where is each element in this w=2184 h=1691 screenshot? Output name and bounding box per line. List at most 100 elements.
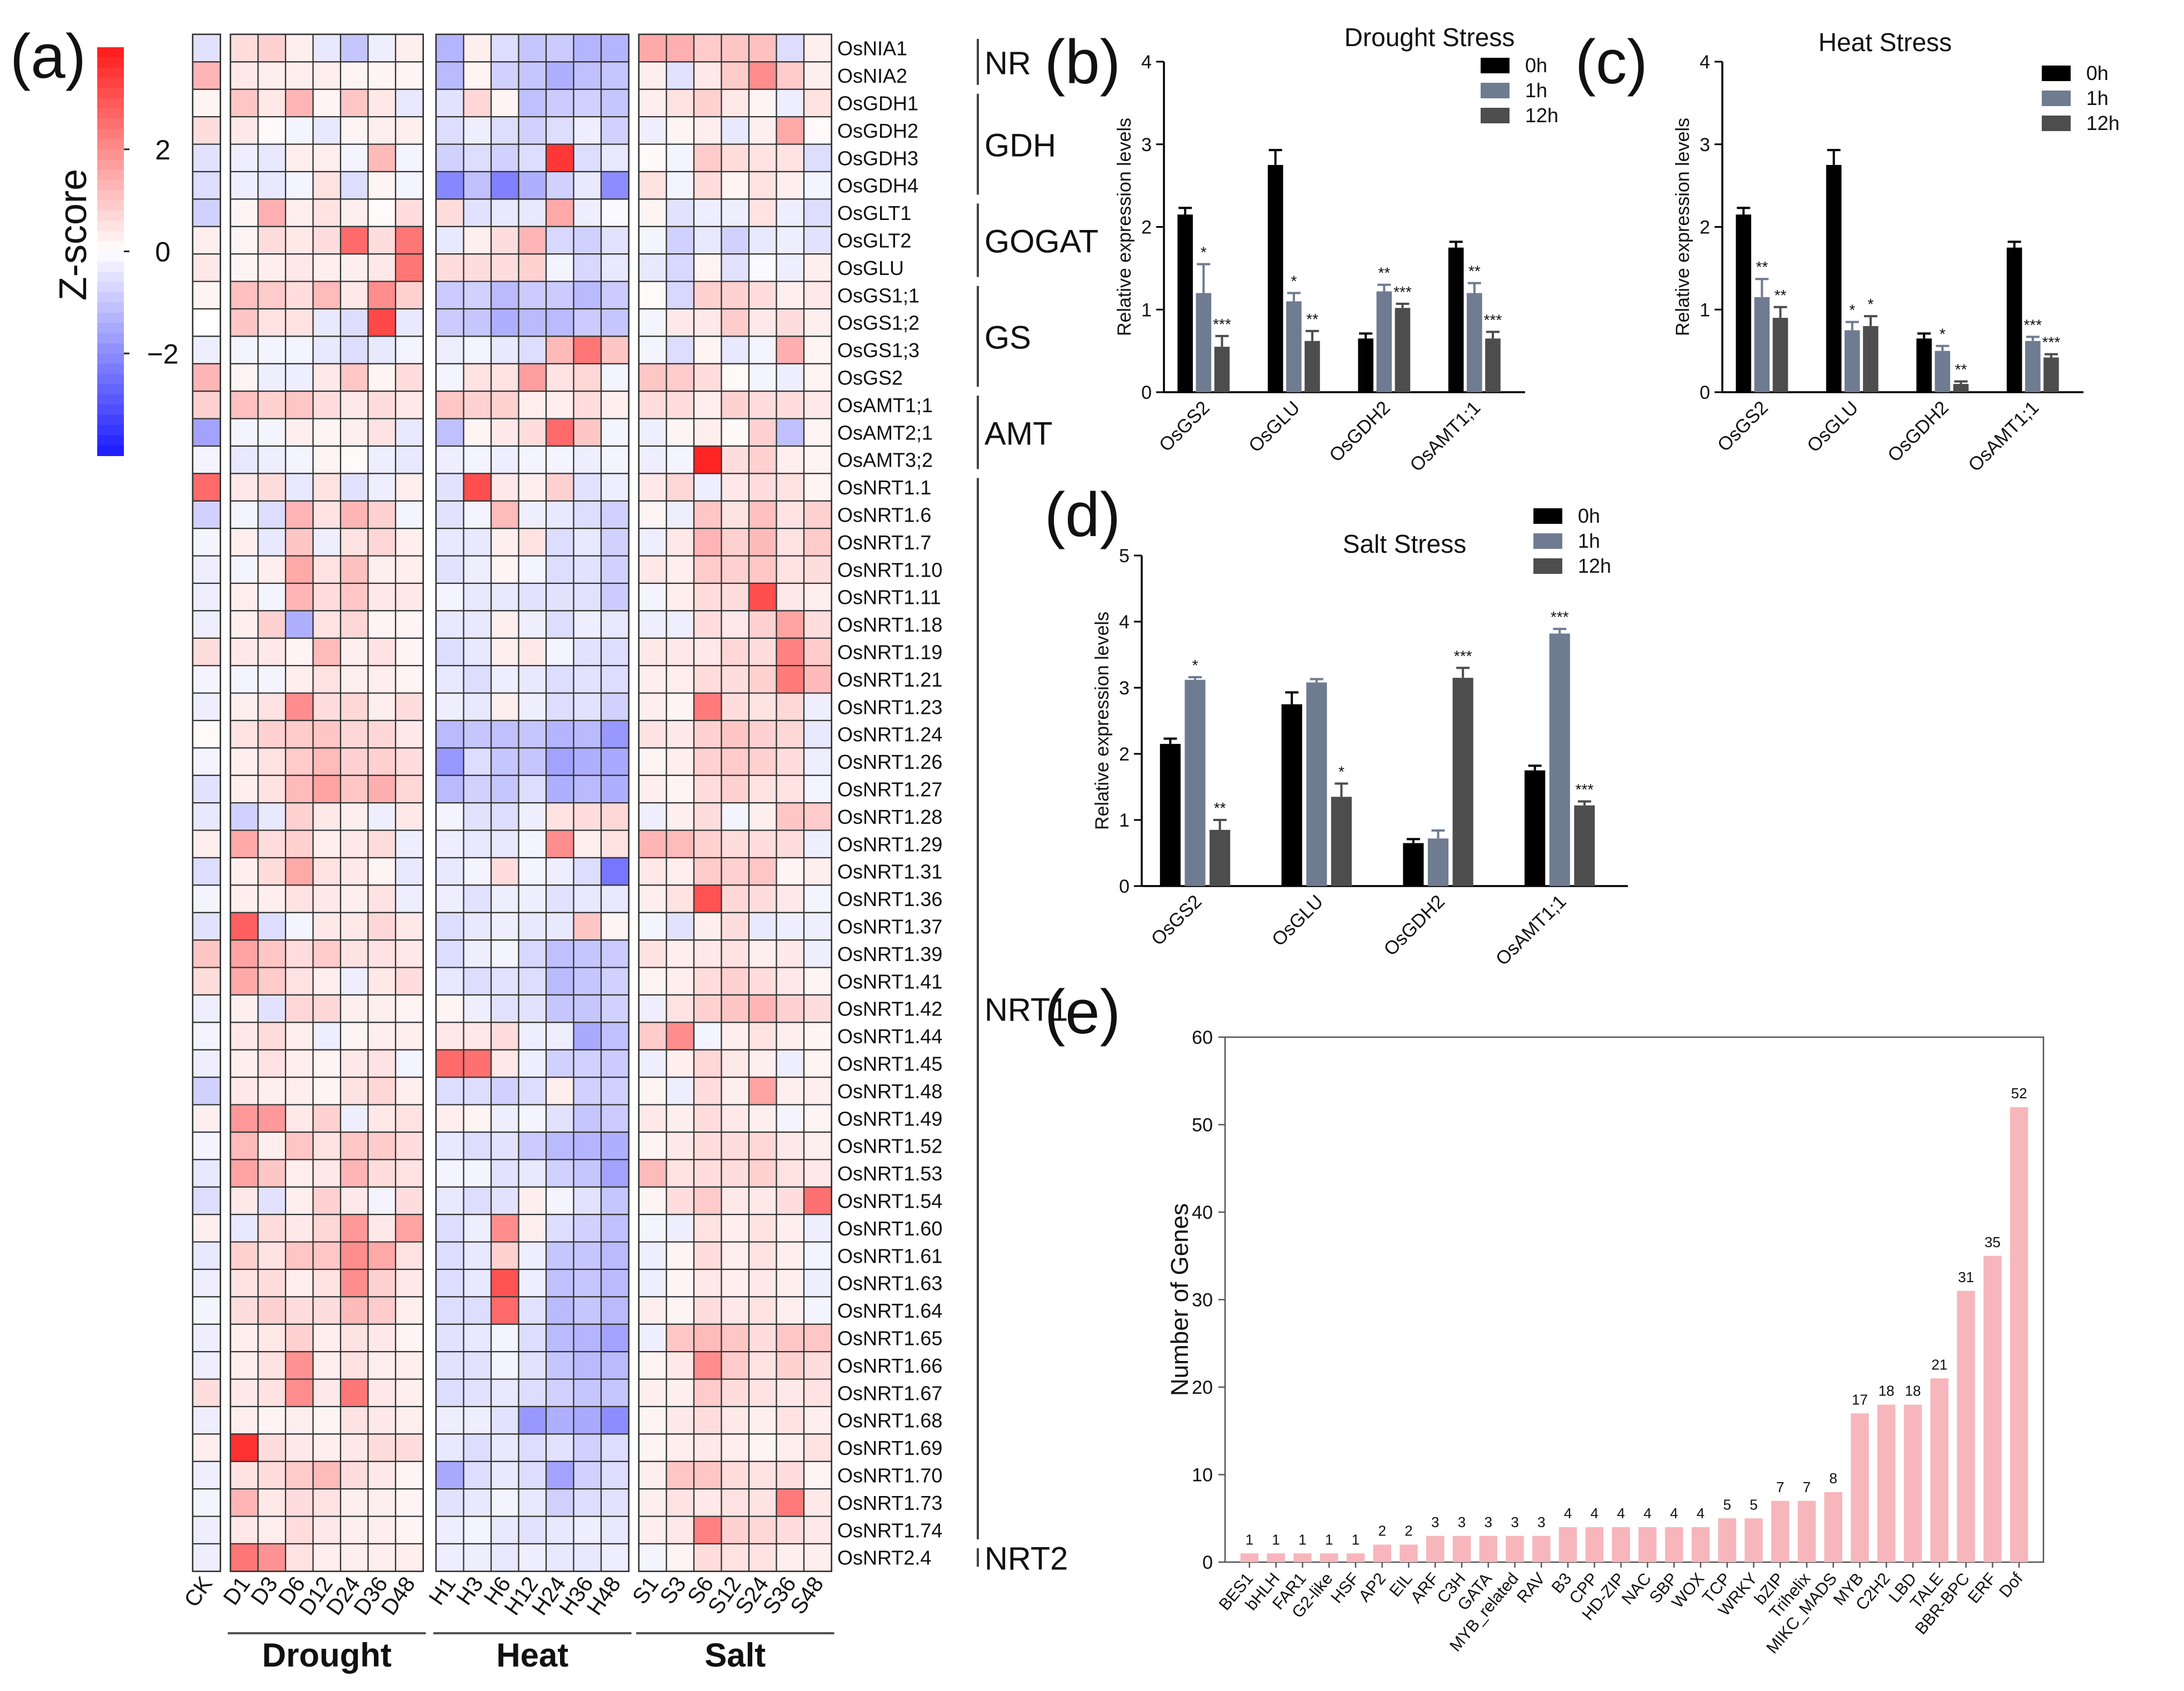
- heatmap-cell: [463, 610, 492, 639]
- heatmap-cell: [490, 1049, 519, 1078]
- heatmap-cell: [394, 1104, 424, 1133]
- y-tick-label: 1: [1141, 299, 1152, 321]
- heatmap-cell: [192, 253, 221, 282]
- heatmap-cell: [312, 1131, 342, 1160]
- heatmap-cell: [693, 1351, 722, 1380]
- heatmap-cell: [518, 1543, 547, 1572]
- heatmap-cell: [776, 884, 805, 913]
- heatmap-cell: [192, 1378, 221, 1408]
- heatmap-cell: [435, 226, 464, 255]
- legend-swatch-1h: [1533, 533, 1562, 549]
- bar-0h-osamt1-1: [2006, 247, 2022, 392]
- heatmap-cell: [394, 143, 424, 173]
- heatmap-cell: [748, 253, 777, 282]
- heatmap-cell: [776, 1296, 805, 1325]
- heatmap-cell: [339, 967, 369, 996]
- heatmap-cell: [638, 692, 667, 722]
- colorbar-segment: [97, 374, 124, 385]
- heatmap-cell: [600, 1159, 629, 1188]
- heatmap-cell: [229, 1433, 259, 1462]
- heatmap-cell: [721, 939, 750, 968]
- heatmap-cell: [367, 1515, 397, 1545]
- heatmap-cell: [600, 610, 629, 639]
- heatmap-cell: [312, 555, 342, 584]
- heatmap-cell: [638, 1515, 667, 1545]
- heatmap-cell: [545, 1159, 574, 1188]
- heatmap-gene-label: OsNRT1.61: [837, 1244, 942, 1267]
- heatmap-cell: [463, 719, 492, 749]
- y-tick-label: 40: [1192, 1202, 1213, 1223]
- heatmap-cell: [638, 473, 667, 502]
- heatmap-cell: [490, 281, 519, 310]
- data-label: 21: [1931, 1356, 1947, 1373]
- data-label: 5: [1750, 1496, 1757, 1513]
- bar-lbd: [1903, 1404, 1922, 1562]
- heatmap-cell: [435, 143, 464, 173]
- x-tick-label: OsGLU: [1245, 397, 1304, 457]
- heatmap-cell: [435, 500, 464, 529]
- heatmap-gene-label: OsNRT1.67: [837, 1382, 942, 1404]
- heatmap-cell: [600, 747, 629, 776]
- heatmap-cell: [638, 1378, 667, 1408]
- bar-1h-osgs2: [1185, 679, 1206, 886]
- heatmap-cell: [284, 226, 314, 255]
- heatmap-cell: [229, 774, 259, 804]
- heatmap-cell: [573, 116, 602, 145]
- heatmap-cell: [490, 610, 519, 639]
- heatmap-cell: [721, 1405, 750, 1435]
- heatmap-cell: [435, 88, 464, 118]
- heatmap-cell: [776, 418, 805, 447]
- data-label: 7: [1776, 1479, 1784, 1495]
- heatmap-cell: [312, 692, 342, 722]
- heatmap-cell: [192, 143, 221, 173]
- heatmap-cell: [284, 33, 314, 63]
- heatmap-cell: [600, 637, 629, 667]
- heatmap-cell: [545, 1405, 574, 1435]
- heatmap-cell: [693, 774, 722, 804]
- heatmap-cell: [666, 528, 695, 557]
- heatmap-cell: [600, 61, 629, 90]
- heatmap-cell: [721, 1515, 750, 1545]
- heatmap-cell: [693, 1104, 722, 1133]
- heatmap-cell: [600, 967, 629, 996]
- heatmap-cell: [518, 336, 547, 364]
- y-tick-label: 1: [1119, 810, 1130, 831]
- heatmap-cell: [284, 692, 314, 722]
- heatmap-cell: [573, 363, 602, 392]
- heatmap-cell: [573, 391, 602, 419]
- heatmap-cell: [490, 1214, 519, 1243]
- heatmap-gene-label: OsNRT1.24: [837, 723, 942, 746]
- heatmap-cell: [367, 500, 397, 529]
- heatmap-cell: [229, 1049, 259, 1078]
- heatmap-gene-label: OsGS1;3: [837, 339, 919, 362]
- colorbar-segment: [97, 241, 124, 252]
- heatmap-cell: [721, 1077, 750, 1105]
- heatmap-cell: [257, 1241, 287, 1270]
- heatmap-cell: [721, 445, 750, 474]
- heatmap-cell: [490, 994, 519, 1023]
- heatmap-cell: [638, 171, 667, 200]
- heatmap-cell: [666, 939, 695, 968]
- x-tick-label: ERF: [1965, 1569, 2000, 1607]
- heatmap-cell: [229, 336, 259, 364]
- heatmap-cell: [518, 391, 547, 419]
- heatmap-cell: [600, 1268, 629, 1298]
- heatmap-cell: [257, 1488, 287, 1517]
- heatmap-cell: [312, 1378, 342, 1408]
- heatmap-cell: [776, 829, 805, 859]
- heatmap-cell: [600, 665, 629, 694]
- heatmap-cell: [257, 1022, 287, 1050]
- heatmap-cell: [490, 500, 519, 529]
- legend-label: 0h: [1578, 504, 1600, 527]
- heatmap-cell: [638, 88, 667, 118]
- heatmap-cell: [284, 555, 314, 584]
- heatmap-cell: [229, 61, 259, 90]
- heatmap-cell: [666, 1405, 695, 1435]
- heatmap-cell: [257, 939, 287, 968]
- heatmap-cell: [312, 88, 342, 118]
- heatmap-cell: [666, 1515, 695, 1545]
- heatmap-cell: [776, 171, 805, 200]
- heatmap-cell: [192, 747, 221, 776]
- heatmap-cell: [229, 1351, 259, 1380]
- heatmap-cell: [257, 555, 287, 584]
